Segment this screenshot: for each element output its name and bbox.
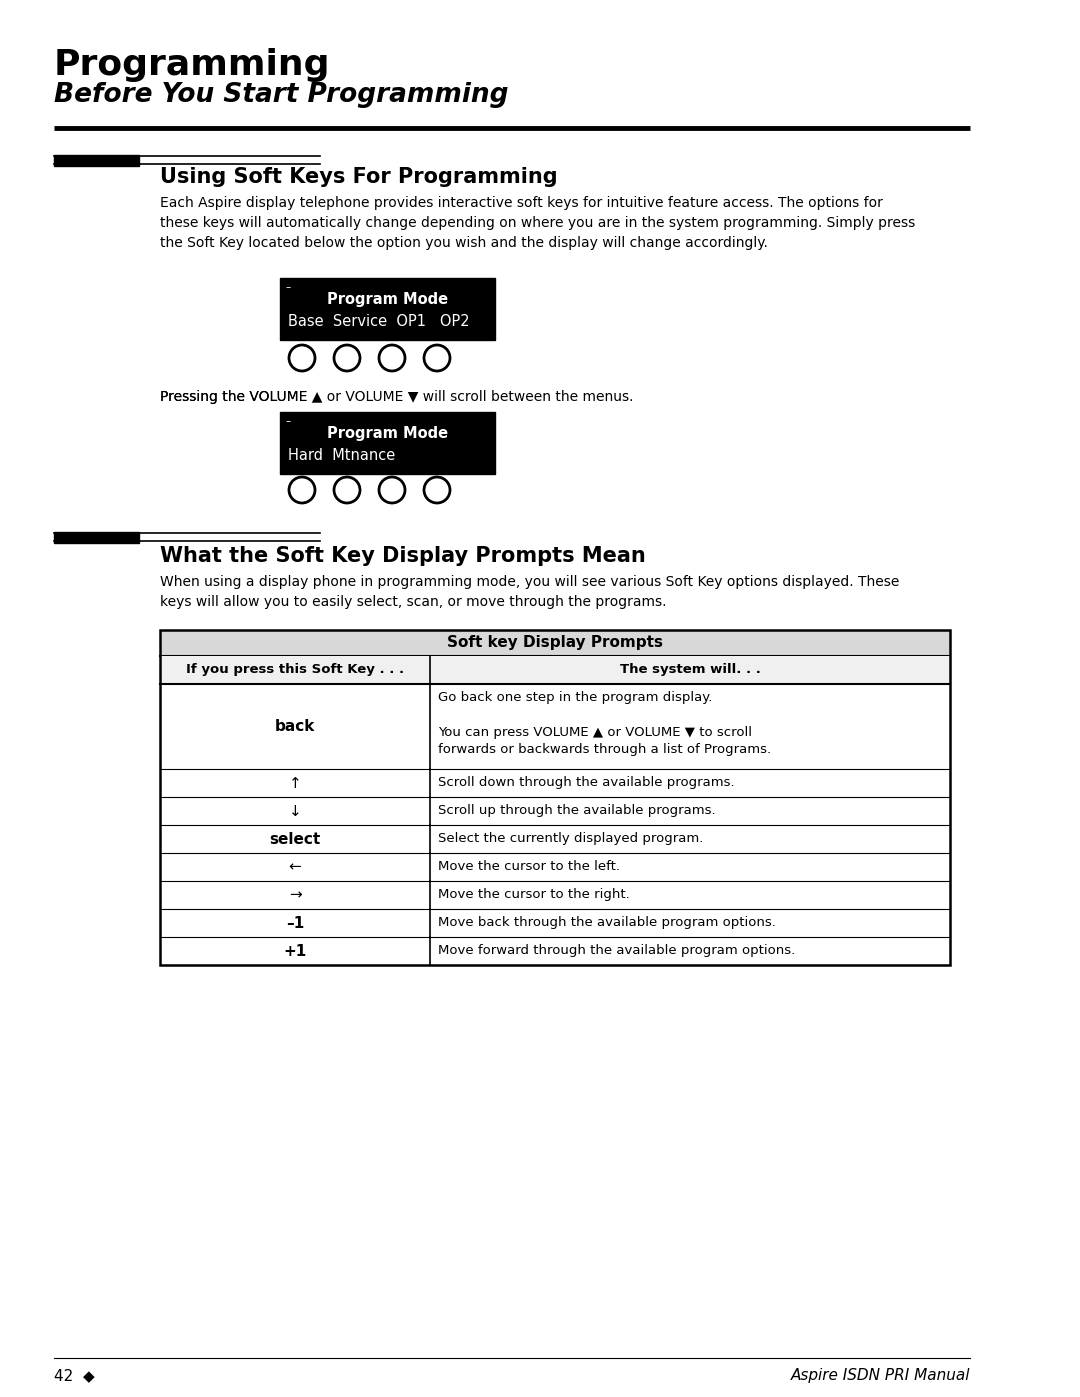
Bar — [280, 412, 495, 474]
Text: Go back one step in the program display.

You can press VOLUME ▲ or VOLUME ▼ to : Go back one step in the program display.… — [438, 692, 771, 757]
Text: The system will. . .: The system will. . . — [620, 664, 760, 676]
Text: Pressing the VOLUME: Pressing the VOLUME — [160, 390, 312, 404]
Text: When using a display phone in programming mode, you will see various Soft Key op: When using a display phone in programmin… — [160, 576, 900, 609]
Text: Program Mode: Program Mode — [327, 426, 448, 441]
Text: Scroll up through the available programs.: Scroll up through the available programs… — [438, 805, 716, 817]
Text: Scroll down through the available programs.: Scroll down through the available progra… — [438, 775, 734, 789]
Text: Each Aspire display telephone provides interactive soft keys for intuitive featu: Each Aspire display telephone provides i… — [160, 196, 915, 250]
Text: Move forward through the available program options.: Move forward through the available progr… — [438, 944, 795, 957]
Text: Using Soft Keys For Programming: Using Soft Keys For Programming — [160, 168, 557, 187]
Text: ↑: ↑ — [288, 775, 301, 791]
Text: Hard  Mtnance: Hard Mtnance — [288, 448, 395, 462]
Text: +1: +1 — [283, 943, 307, 958]
Text: Pressing the VOLUME ▲ or VOLUME ▼ will scroll between the menus.: Pressing the VOLUME ▲ or VOLUME ▼ will s… — [160, 390, 634, 404]
Text: Move the cursor to the right.: Move the cursor to the right. — [438, 888, 630, 901]
Bar — [280, 278, 495, 339]
Text: What the Soft Key Display Prompts Mean: What the Soft Key Display Prompts Mean — [160, 546, 646, 566]
Text: Soft key Display Prompts: Soft key Display Prompts — [447, 636, 663, 651]
Bar — [160, 657, 950, 685]
Text: select: select — [269, 831, 321, 847]
Text: –: – — [286, 282, 292, 292]
Text: Program Mode: Program Mode — [327, 292, 448, 307]
Text: back: back — [274, 719, 315, 733]
Text: 42  ◆: 42 ◆ — [54, 1368, 95, 1383]
Text: If you press this Soft Key . . .: If you press this Soft Key . . . — [186, 664, 404, 676]
Text: Move back through the available program options.: Move back through the available program … — [438, 916, 775, 929]
Text: Programming: Programming — [54, 47, 330, 82]
Text: Move the cursor to the left.: Move the cursor to the left. — [438, 861, 620, 873]
Bar — [54, 532, 139, 543]
Text: –: – — [286, 416, 292, 426]
Text: →: → — [288, 887, 301, 902]
Bar — [54, 155, 139, 166]
Text: –1: –1 — [286, 915, 305, 930]
Text: Aspire ISDN PRI Manual: Aspire ISDN PRI Manual — [791, 1368, 970, 1383]
Text: ←: ← — [288, 859, 301, 875]
Text: Before You Start Programming: Before You Start Programming — [54, 82, 509, 108]
Bar — [160, 630, 950, 657]
Bar — [160, 630, 950, 965]
Text: Select the currently displayed program.: Select the currently displayed program. — [438, 833, 703, 845]
Text: Base  Service  OP1   OP2: Base Service OP1 OP2 — [288, 314, 470, 330]
Text: ↓: ↓ — [288, 803, 301, 819]
